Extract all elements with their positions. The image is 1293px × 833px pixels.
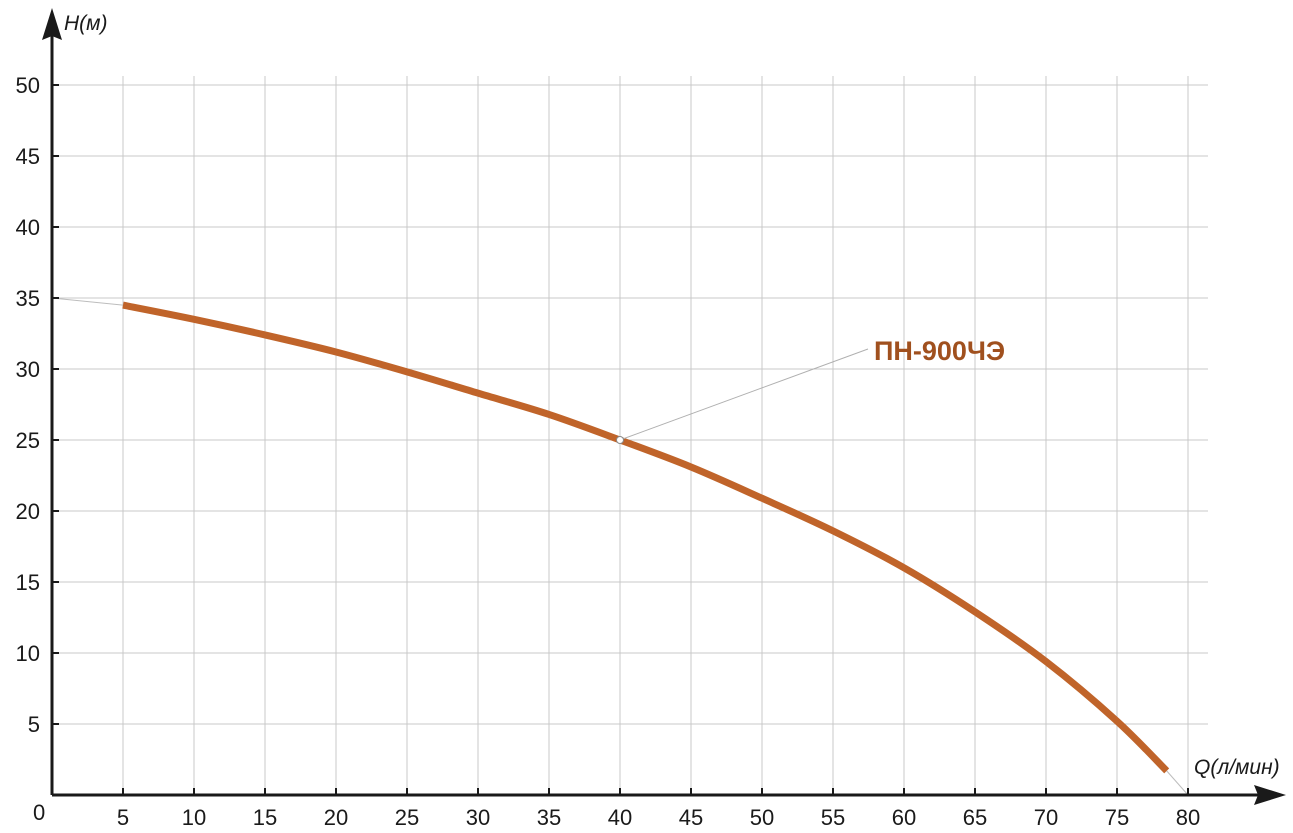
x-tick-label-35: 35 xyxy=(537,805,561,830)
x-tick-label-60: 60 xyxy=(892,805,916,830)
x-tick-label-50: 50 xyxy=(750,805,774,830)
extrapolation-guides xyxy=(51,297,1189,796)
y-tick-label-10: 10 xyxy=(16,641,40,666)
origin-label: 0 xyxy=(33,800,45,825)
axes xyxy=(42,8,1286,805)
y-ticks: 5 10 15 20 25 30 35 40 45 50 xyxy=(16,73,59,737)
annotation-marker-0 xyxy=(616,436,624,444)
y-tick-label-40: 40 xyxy=(16,215,40,240)
y-tick-label-5: 5 xyxy=(28,712,40,737)
x-ticks: 5 10 15 20 25 30 35 40 45 50 55 60 65 70 75 80 xyxy=(117,788,1200,830)
x-tick-label-25: 25 xyxy=(395,805,419,830)
x-tick-label-70: 70 xyxy=(1034,805,1058,830)
y-axis-title: H(м) xyxy=(64,12,108,35)
series-group xyxy=(122,301,1170,774)
x-tick-label-10: 10 xyxy=(182,805,206,830)
x-tick-label-30: 30 xyxy=(466,805,490,830)
x-tick-label-15: 15 xyxy=(253,805,277,830)
x-tick-label-40: 40 xyxy=(608,805,632,830)
x-axis-title: Q(л/мин) xyxy=(1194,756,1280,779)
x-tick-label-55: 55 xyxy=(821,805,845,830)
x-tick-label-75: 75 xyxy=(1105,805,1129,830)
x-tick-label-5: 5 xyxy=(117,805,129,830)
y-tick-label-45: 45 xyxy=(16,144,40,169)
annotation-leader-0 xyxy=(619,348,869,441)
x-tick-label-45: 45 xyxy=(679,805,703,830)
y-tick-label-50: 50 xyxy=(16,73,40,98)
series-line-0 xyxy=(122,301,1170,774)
x-tick-label-80: 80 xyxy=(1176,805,1200,830)
extrapolation-guide-0 xyxy=(51,297,124,306)
y-axis-arrow xyxy=(42,8,62,40)
y-tick-label-30: 30 xyxy=(16,357,40,382)
y-tick-label-15: 15 xyxy=(16,570,40,595)
y-tick-label-20: 20 xyxy=(16,499,40,524)
y-tick-label-25: 25 xyxy=(16,428,40,453)
grid xyxy=(52,76,1208,795)
y-tick-label-35: 35 xyxy=(16,286,40,311)
series-label-0: ПН-900ЧЭ xyxy=(874,336,1005,366)
x-axis-arrow xyxy=(1254,785,1286,805)
extrapolation-guide-1 xyxy=(1166,770,1189,796)
x-tick-label-65: 65 xyxy=(963,805,987,830)
x-tick-label-20: 20 xyxy=(324,805,348,830)
annotations: ПН-900ЧЭ xyxy=(616,336,1005,444)
